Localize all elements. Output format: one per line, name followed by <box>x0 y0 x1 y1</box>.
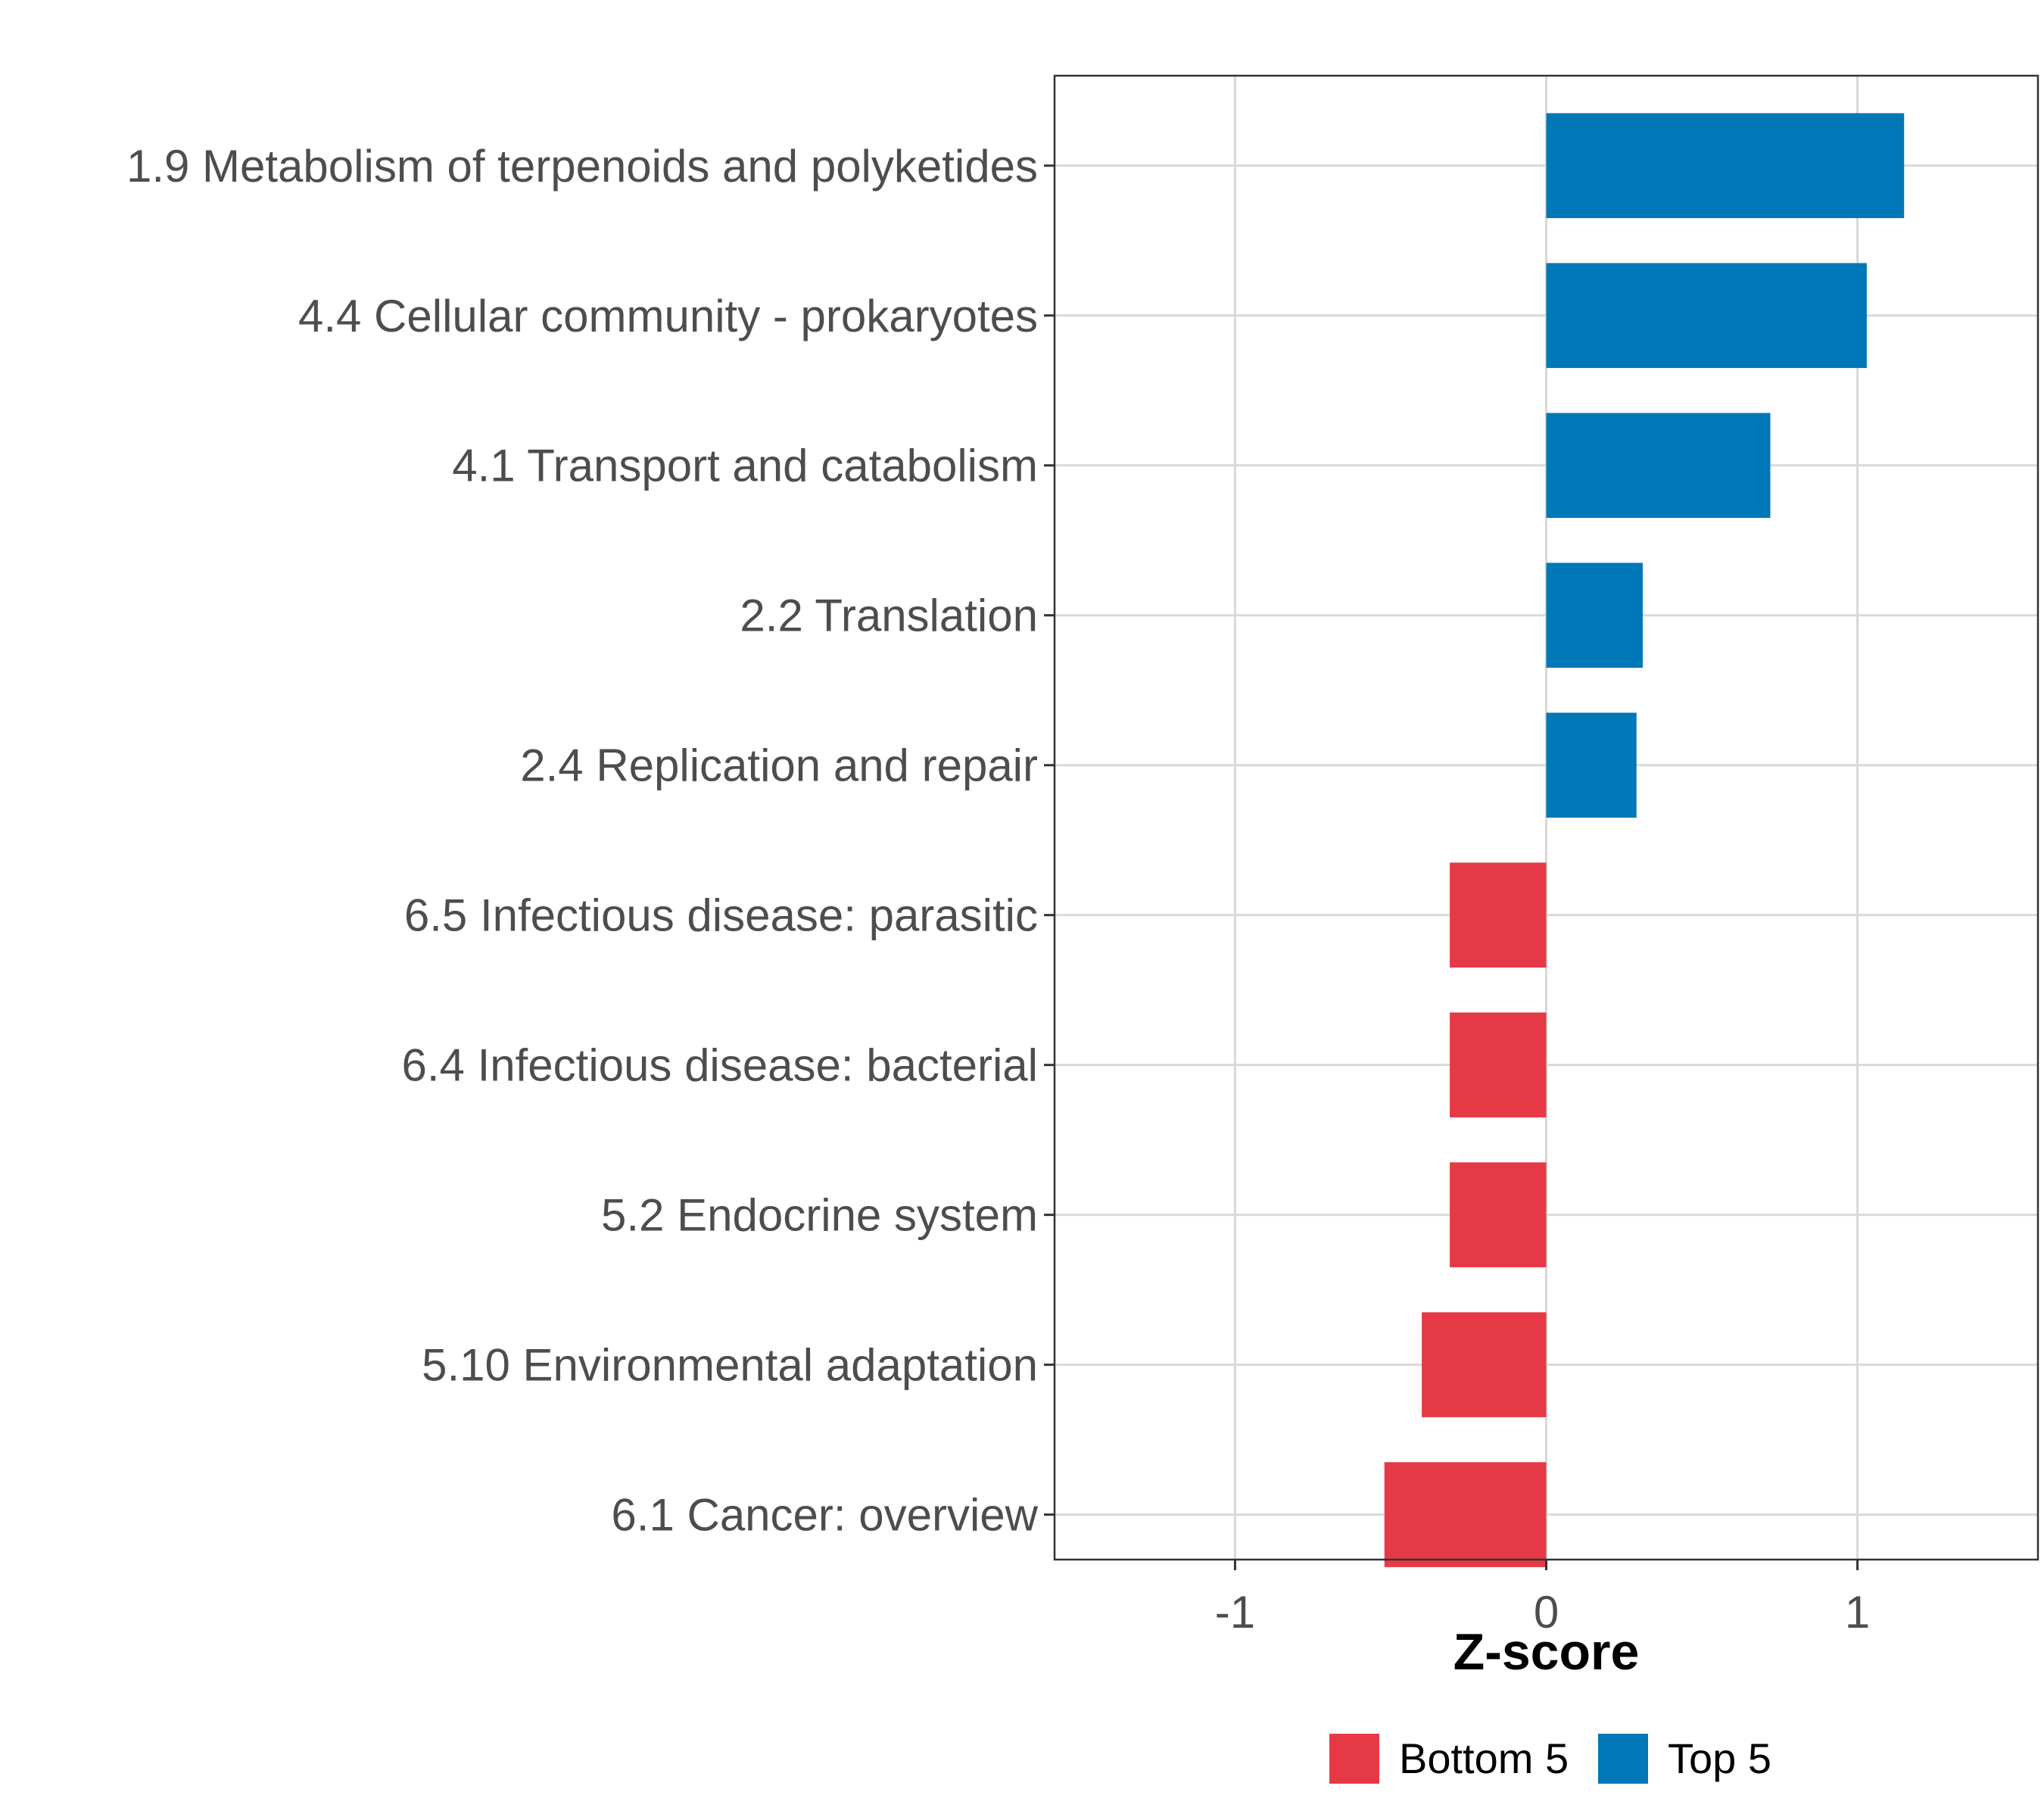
category-label: 1.9 Metabolism of terpenoids and polyket… <box>126 141 1038 192</box>
category-label: 6.4 Infectious disease: bacterial <box>402 1040 1039 1091</box>
category-label: 2.4 Replication and repair <box>520 740 1038 791</box>
x-tick-label: 1 <box>1845 1587 1870 1638</box>
bar <box>1384 1462 1547 1567</box>
category-label: 6.1 Cancer: overview <box>611 1490 1038 1541</box>
category-label: 5.10 Environmental adaptation <box>422 1340 1038 1391</box>
x-tick-label: -1 <box>1215 1587 1255 1638</box>
legend: Bottom 5 Top 5 <box>1329 1734 1771 1784</box>
category-label: 5.2 Endocrine system <box>601 1190 1038 1241</box>
bar <box>1546 263 1867 369</box>
bar <box>1546 113 1905 219</box>
x-axis-title: Z-score <box>1454 1623 1640 1681</box>
bar <box>1546 563 1643 669</box>
category-label: 4.1 Transport and catabolism <box>452 441 1038 491</box>
bar <box>1546 712 1637 818</box>
bar <box>1450 1162 1547 1267</box>
bar <box>1422 1312 1547 1417</box>
x-axis-ticks: -1 0 1 <box>1215 1560 1870 1638</box>
bars <box>1384 113 1905 1567</box>
bar <box>1450 862 1547 968</box>
legend-label: Bottom 5 <box>1399 1734 1569 1782</box>
bar <box>1450 1012 1547 1117</box>
category-labels: 1.9 Metabolism of terpenoids and polyket… <box>126 141 1055 1541</box>
legend-label: Top 5 <box>1668 1734 1771 1782</box>
category-label: 4.4 Cellular community - prokaryotes <box>298 291 1038 341</box>
x-tick-label: 0 <box>1534 1587 1559 1638</box>
category-label: 6.5 Infectious disease: parasitic <box>404 890 1038 941</box>
category-label: 2.2 Translation <box>740 591 1038 641</box>
legend-key <box>1329 1734 1379 1784</box>
bar <box>1546 413 1771 519</box>
legend-key <box>1598 1734 1648 1784</box>
